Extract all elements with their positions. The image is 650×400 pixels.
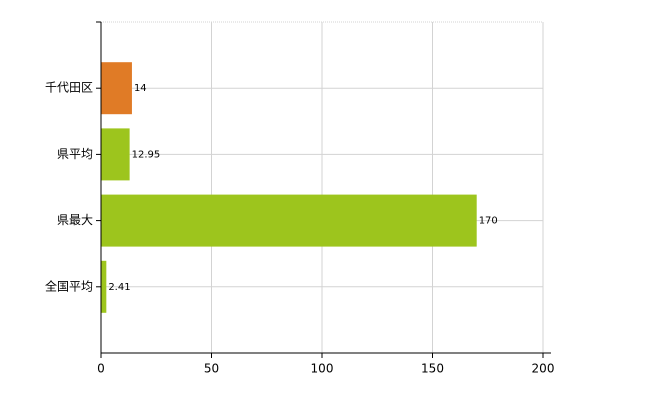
x-tick-label: 0 (97, 362, 105, 376)
x-tick-label: 50 (204, 362, 219, 376)
x-tick-label: 150 (421, 362, 444, 376)
value-label: 14 (134, 83, 147, 94)
bar (101, 62, 132, 115)
value-label: 170 (479, 216, 498, 227)
bar (101, 194, 477, 247)
y-tick-label: 県平均 (57, 147, 93, 161)
value-label: 2.41 (108, 282, 130, 293)
x-tick-label: 100 (311, 362, 334, 376)
x-tick-label: 200 (532, 362, 555, 376)
y-tick-label: 全国平均 (45, 278, 93, 293)
y-tick-label: 千代田区 (45, 81, 93, 95)
y-tick-label: 県最大 (57, 213, 93, 227)
value-label: 12.95 (132, 149, 161, 160)
bar (101, 260, 107, 313)
bar (101, 128, 130, 181)
